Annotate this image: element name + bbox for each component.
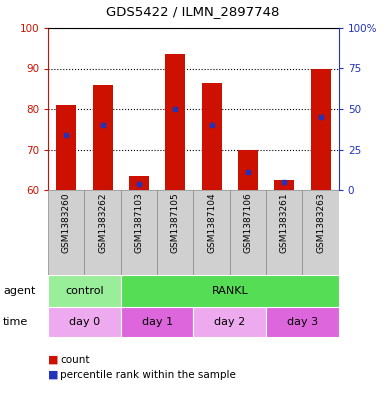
Bar <box>194 307 266 337</box>
Bar <box>157 190 194 275</box>
Bar <box>266 307 339 337</box>
Bar <box>194 190 230 275</box>
Bar <box>121 275 339 307</box>
Text: percentile rank within the sample: percentile rank within the sample <box>60 370 236 380</box>
Bar <box>84 190 121 275</box>
Text: day 1: day 1 <box>142 317 173 327</box>
Bar <box>121 190 157 275</box>
Text: day 2: day 2 <box>214 317 245 327</box>
Text: GDS5422 / ILMN_2897748: GDS5422 / ILMN_2897748 <box>106 5 279 18</box>
Text: control: control <box>65 286 104 296</box>
Bar <box>238 149 258 190</box>
Bar <box>48 275 121 307</box>
Bar <box>266 190 303 275</box>
Bar <box>230 190 266 275</box>
Text: GSM1387106: GSM1387106 <box>243 193 253 253</box>
Text: agent: agent <box>3 286 35 296</box>
Text: RANKL: RANKL <box>211 286 248 296</box>
Text: GSM1387105: GSM1387105 <box>171 193 180 253</box>
Text: count: count <box>60 355 89 365</box>
Bar <box>48 190 84 275</box>
Bar <box>48 307 121 337</box>
Text: ■: ■ <box>48 355 59 365</box>
Text: time: time <box>3 317 28 327</box>
Bar <box>202 83 222 190</box>
Text: GSM1383262: GSM1383262 <box>98 193 107 253</box>
Text: day 3: day 3 <box>287 317 318 327</box>
Bar <box>56 105 76 190</box>
Bar <box>311 68 331 190</box>
Bar <box>129 176 149 190</box>
Bar <box>93 85 113 190</box>
Text: GSM1387104: GSM1387104 <box>207 193 216 253</box>
Bar <box>165 54 185 190</box>
Text: GSM1383263: GSM1383263 <box>316 193 325 253</box>
Text: GSM1383260: GSM1383260 <box>62 193 71 253</box>
Bar <box>121 307 194 337</box>
Bar <box>303 190 339 275</box>
Bar <box>274 180 294 190</box>
Text: day 0: day 0 <box>69 317 100 327</box>
Text: GSM1383261: GSM1383261 <box>280 193 289 253</box>
Text: ■: ■ <box>48 370 59 380</box>
Text: GSM1387103: GSM1387103 <box>134 193 144 253</box>
